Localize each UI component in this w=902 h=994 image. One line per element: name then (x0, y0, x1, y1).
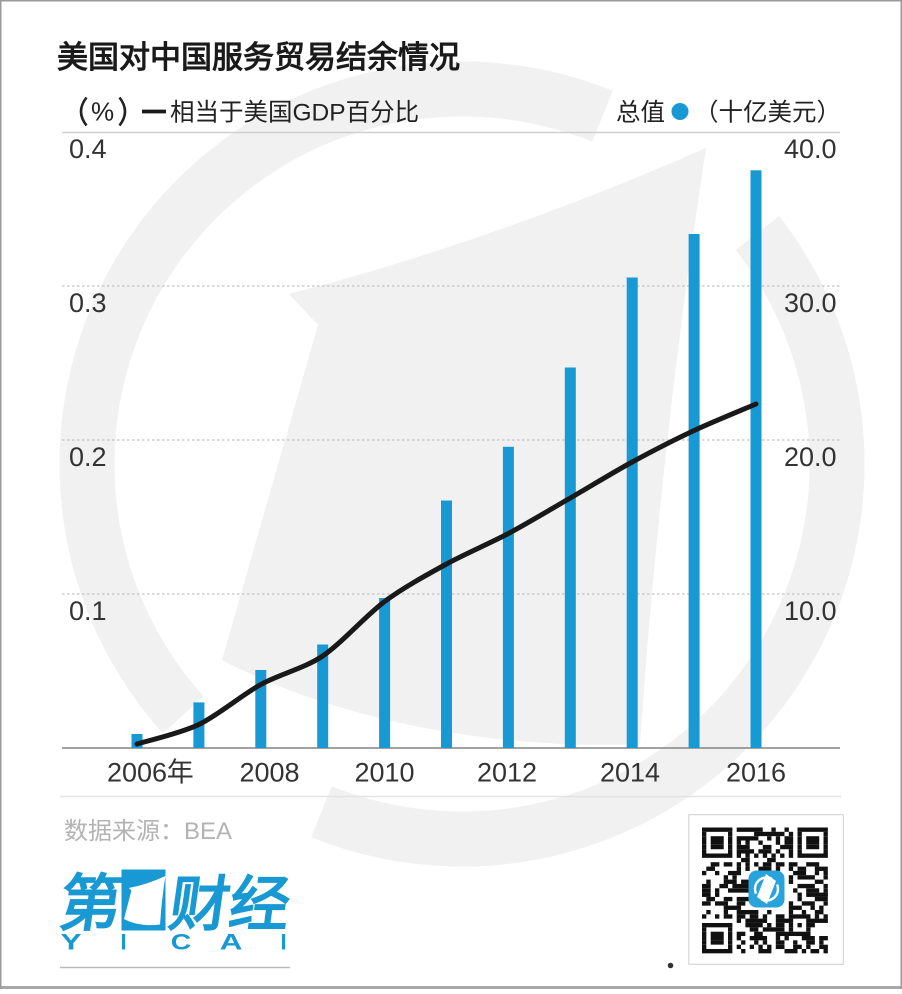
svg-text:总值: 总值 (616, 99, 665, 127)
svg-text:A: A (220, 929, 243, 954)
svg-text:10.0: 10.0 (784, 596, 837, 626)
svg-text:Y: Y (60, 929, 81, 954)
svg-text:0.3: 0.3 (69, 288, 107, 318)
svg-text:I: I (280, 930, 286, 955)
svg-text:2010: 2010 (354, 758, 414, 788)
svg-text:I: I (120, 930, 126, 955)
svg-text:20.0: 20.0 (784, 442, 837, 472)
svg-text:2008: 2008 (239, 758, 299, 788)
svg-text:（十亿美元）: （十亿美元） (694, 99, 841, 127)
svg-text:0.2: 0.2 (69, 442, 107, 472)
svg-text:40.0: 40.0 (784, 134, 837, 164)
svg-text:数据来源：BEA: 数据来源：BEA (64, 818, 232, 845)
svg-text:2006: 2006 (107, 758, 167, 788)
svg-text:30.0: 30.0 (784, 288, 837, 318)
svg-text:2012: 2012 (477, 758, 537, 788)
svg-text:2016: 2016 (726, 758, 786, 788)
svg-text:%: % (91, 97, 114, 127)
svg-text:2014: 2014 (600, 758, 660, 788)
svg-text:相当于美国GDP百分比: 相当于美国GDP百分比 (170, 99, 419, 127)
svg-text:C: C (171, 931, 191, 955)
svg-text:0.4: 0.4 (69, 134, 107, 164)
svg-text:财经: 财经 (165, 870, 294, 938)
svg-text:0.1: 0.1 (69, 596, 107, 626)
svg-text:美国对中国服务贸易结余情况: 美国对中国服务贸易结余情况 (57, 40, 460, 75)
svg-text:年: 年 (167, 758, 194, 788)
